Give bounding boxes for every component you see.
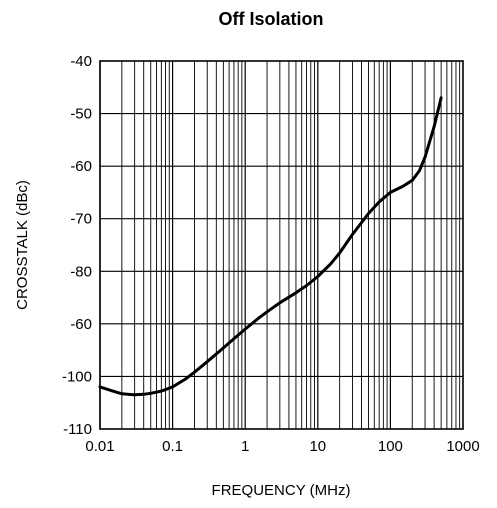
y-tick-label: -70 <box>70 211 92 228</box>
y-tick-label: -50 <box>70 106 92 123</box>
y-tick-label: -80 <box>70 263 92 280</box>
y-tick-label: -60 <box>70 158 92 175</box>
tick-labels: 0.01 0.1 1 10 100 1000 -40 -50 -60 -70 -80 -60 -100 -… <box>62 53 480 455</box>
x-tick-label: 10 <box>309 438 326 455</box>
x-tick-label: 1 <box>241 438 249 455</box>
x-tick-label: 100 <box>378 438 403 455</box>
series-layer <box>98 96 443 397</box>
y-axis-label: CROSSTALK (dBc) <box>14 180 31 310</box>
y-tick-label: -60 <box>70 316 92 333</box>
x-axis-label: FREQUENCY (MHz) <box>212 482 351 499</box>
y-tick-label: -100 <box>62 368 92 385</box>
plot-frame <box>99 60 464 430</box>
x-tick-label: 1000 <box>446 438 479 455</box>
series-line <box>98 96 443 397</box>
x-tick-label: 0.1 <box>162 438 183 455</box>
y-tick-label: -110 <box>63 421 92 438</box>
y-tick-label: -40 <box>70 53 92 70</box>
grid <box>99 60 463 430</box>
chart-title: Off Isolation <box>219 9 324 29</box>
x-tick-label: 0.01 <box>85 438 114 455</box>
